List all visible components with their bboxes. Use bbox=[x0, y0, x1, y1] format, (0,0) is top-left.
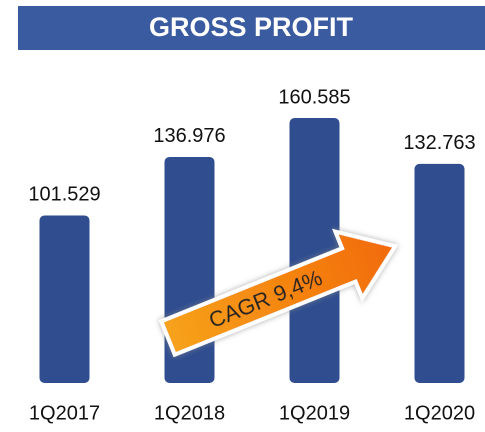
title-banner bbox=[18, 6, 485, 50]
bar bbox=[414, 163, 465, 383]
x-tick-label: 1Q2017 bbox=[29, 402, 100, 424]
x-tick-label: 1Q2018 bbox=[154, 402, 225, 424]
x-tick-label: 1Q2019 bbox=[279, 402, 350, 424]
value-label: 101.529 bbox=[28, 184, 100, 206]
chart-title: GROSS PROFIT bbox=[149, 12, 354, 42]
value-label: 136.976 bbox=[153, 125, 225, 147]
bar bbox=[289, 118, 340, 383]
x-tick-label: 1Q2020 bbox=[404, 402, 475, 424]
value-label: 160.585 bbox=[278, 86, 350, 108]
arrow-shape bbox=[158, 228, 399, 358]
value-label: 132.763 bbox=[403, 132, 475, 154]
bar bbox=[39, 215, 90, 383]
